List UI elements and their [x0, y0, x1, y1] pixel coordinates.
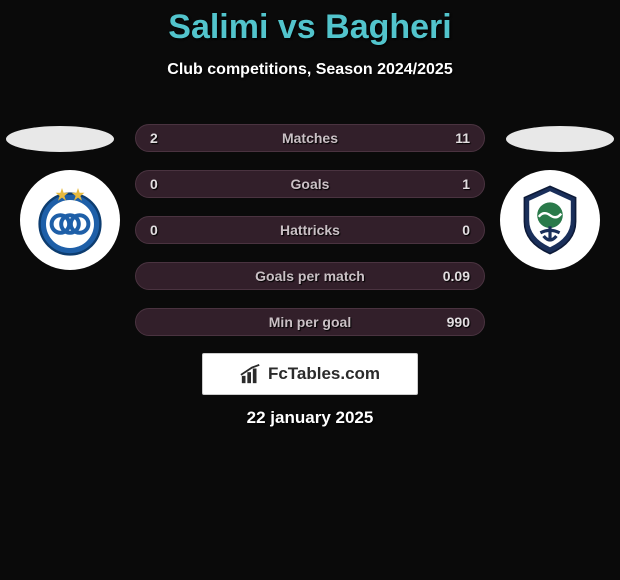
bar-chart-icon — [240, 363, 262, 385]
stat-label: Goals — [291, 176, 330, 192]
stat-value-left: 2 — [150, 130, 158, 146]
stat-bar: Min per goal 990 — [135, 308, 485, 336]
stat-label: Matches — [282, 130, 338, 146]
team-crest-left — [20, 170, 120, 270]
date-text: 22 january 2025 — [0, 408, 620, 428]
stat-value-right: 1 — [462, 176, 470, 192]
stat-bar: 0 Goals 1 — [135, 170, 485, 198]
stat-bar: 0 Hattricks 0 — [135, 216, 485, 244]
team-crest-right — [500, 170, 600, 270]
stat-value-right: 0.09 — [443, 268, 470, 284]
stat-value-right: 990 — [447, 314, 470, 330]
pedestal-right — [506, 126, 614, 152]
malavan-logo-icon — [510, 180, 590, 260]
esteghlal-logo-icon — [30, 180, 110, 260]
stat-label: Goals per match — [255, 268, 365, 284]
page-title: Salimi vs Bagheri — [0, 0, 620, 47]
stat-label: Hattricks — [280, 222, 340, 238]
stat-bar: 2 Matches 11 — [135, 124, 485, 152]
stats-bars: 2 Matches 11 0 Goals 1 0 Hattricks 0 Goa… — [135, 124, 485, 354]
page-subtitle: Club competitions, Season 2024/2025 — [0, 61, 620, 79]
stat-value-left: 0 — [150, 222, 158, 238]
stat-label: Min per goal — [269, 314, 351, 330]
pedestal-left — [6, 126, 114, 152]
stat-value-right: 0 — [462, 222, 470, 238]
brand-text: FcTables.com — [268, 364, 380, 384]
stat-value-right: 11 — [455, 130, 470, 146]
stat-bar: Goals per match 0.09 — [135, 262, 485, 290]
stat-value-left: 0 — [150, 176, 158, 192]
brand-card[interactable]: FcTables.com — [202, 353, 418, 395]
